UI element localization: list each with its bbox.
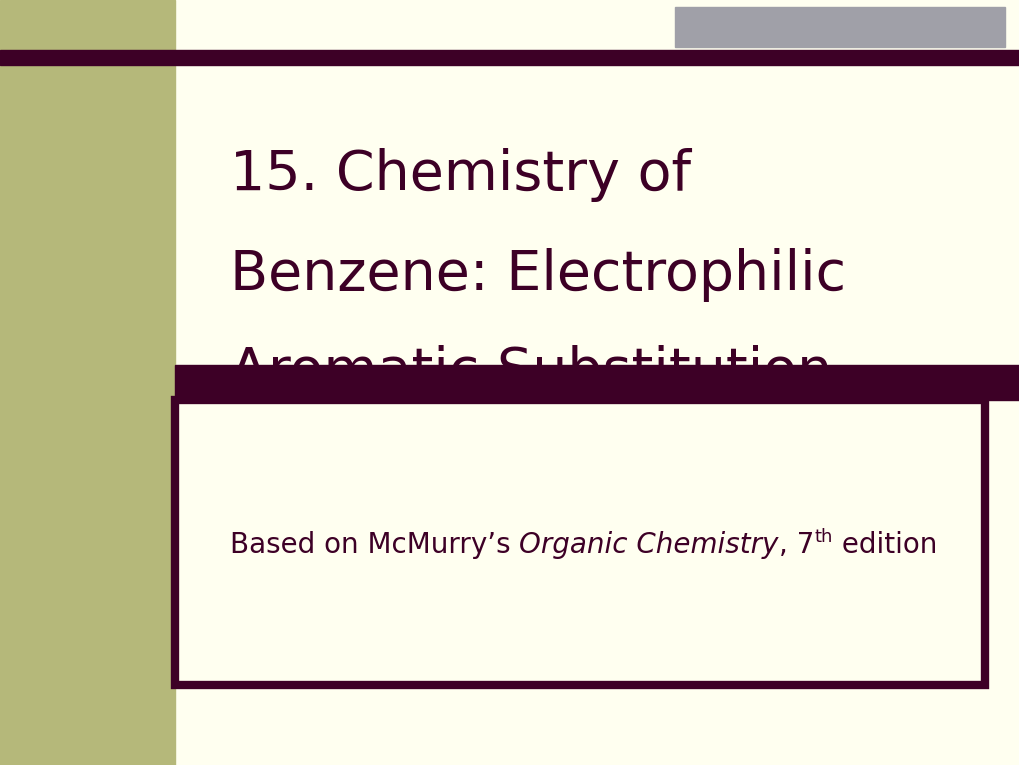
Text: Organic Chemistry: Organic Chemistry — [519, 531, 779, 559]
Text: Benzene: Electrophilic: Benzene: Electrophilic — [229, 248, 846, 302]
Text: 15. Chemistry of: 15. Chemistry of — [229, 148, 690, 202]
Bar — [175, 365, 1019, 400]
Text: Aromatic Substitution: Aromatic Substitution — [229, 345, 832, 399]
Text: th: th — [813, 528, 832, 546]
Bar — [175, 400, 984, 685]
Bar — [675, 7, 1004, 47]
Text: edition: edition — [832, 531, 936, 559]
Text: Based on McMurry’s: Based on McMurry’s — [229, 531, 519, 559]
Bar — [0, 50, 1019, 65]
Text: , 7: , 7 — [779, 531, 813, 559]
Bar — [0, 0, 175, 765]
